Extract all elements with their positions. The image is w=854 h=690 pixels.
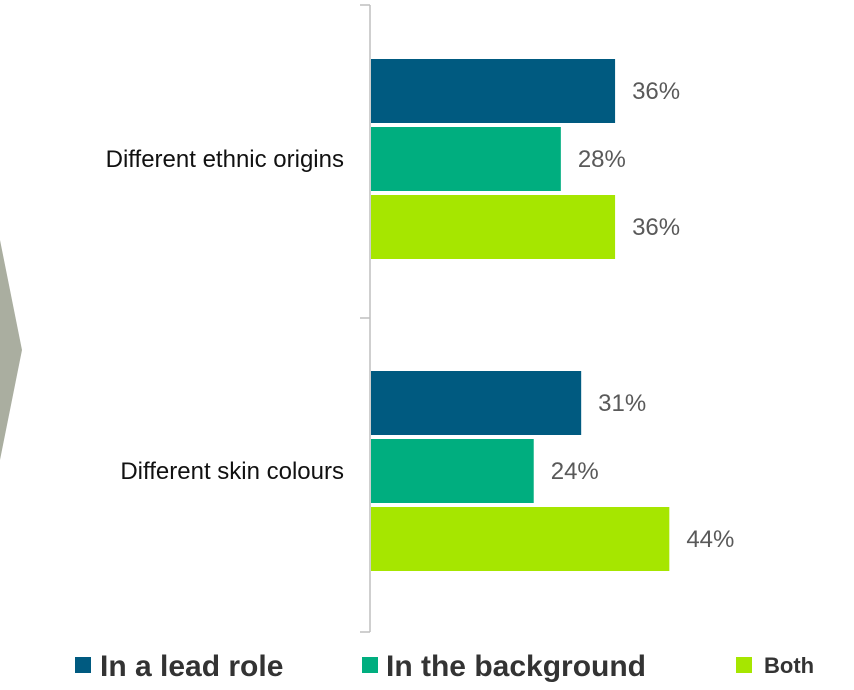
legend-swatch xyxy=(362,657,378,673)
legend: In a lead role In the background Both xyxy=(75,650,814,683)
category-labels: Different ethnic origins Different skin c… xyxy=(106,146,344,485)
bar xyxy=(371,59,616,123)
data-label: 28% xyxy=(578,146,626,173)
bar xyxy=(371,127,561,191)
bars xyxy=(371,59,670,571)
legend-label: Both xyxy=(764,653,814,678)
data-label: 36% xyxy=(632,214,680,241)
data-labels: 36% 28% 36% 31% 24% 44% xyxy=(551,78,735,553)
legend-label: In a lead role xyxy=(100,650,283,683)
category-label: Different skin colours xyxy=(120,458,344,485)
data-label: 36% xyxy=(632,78,680,105)
category-label: Different ethnic origins xyxy=(106,146,344,173)
data-label: 44% xyxy=(686,526,734,553)
bar xyxy=(371,371,582,435)
bar xyxy=(371,195,616,259)
bar xyxy=(371,439,534,503)
bar xyxy=(371,507,670,571)
category-axis xyxy=(360,4,371,633)
data-label: 24% xyxy=(551,458,599,485)
legend-swatch xyxy=(75,657,91,673)
legend-label: In the background xyxy=(386,650,646,683)
data-label: 31% xyxy=(598,390,646,417)
legend-swatch xyxy=(736,657,752,673)
chevron-arrow-decoration xyxy=(0,240,22,460)
